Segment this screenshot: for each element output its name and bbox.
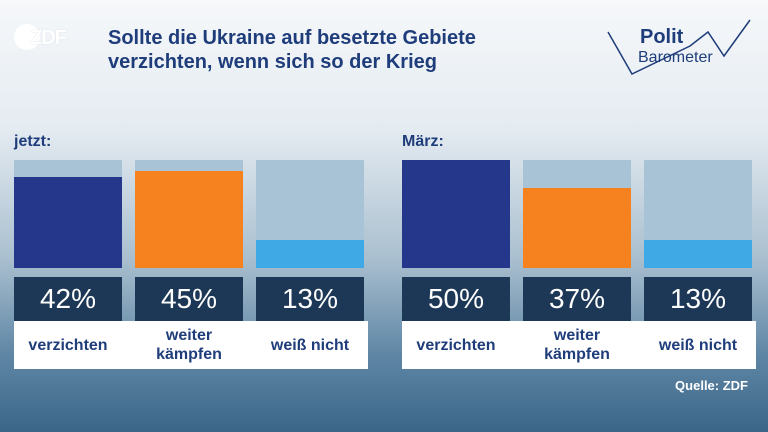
category-label-maerz-weiter-kaempfen: weiter kämpfen [544,327,610,363]
value-label-jetzt-weiter-kaempfen: 45% [135,277,243,321]
bar-jetzt-weiss-nicht [256,240,364,268]
bar-track-jetzt-weiss-nicht [256,160,364,268]
politbarometer-graph-icon [607,19,751,75]
bar-jetzt-verzichten [14,177,122,268]
bar-track-maerz-weiter-kaempfen [523,160,631,268]
politbarometer-logo: Polit Barometer [600,12,760,82]
bar-track-maerz-weiss-nicht [644,160,752,268]
category-label-jetzt-verzichten: verzichten [28,336,108,354]
zdf-logo-text: ZDF [30,27,67,49]
zdf-logo: ZDF [14,24,76,50]
bar-maerz-verzichten [402,160,510,268]
value-label-maerz-weiter-kaempfen: 37% [523,277,631,321]
category-label-jetzt-weiter-kaempfen: weiter kämpfen [156,327,222,363]
chart-title: Sollte die Ukraine auf besetzte Gebiete … [108,27,476,73]
politbarometer-word-barometer: Barometer [638,49,713,66]
category-label-strip-maerz [402,321,756,369]
value-label-jetzt-verzichten: 42% [14,277,122,321]
bar-track-jetzt-verzichten [14,160,122,268]
category-label-strip-jetzt [14,321,368,369]
value-label-maerz-verzichten: 50% [402,277,510,321]
politbarometer-word-polit: Polit [640,26,684,48]
zdf-logo-circle [14,24,40,50]
bar-track-jetzt-weiter-kaempfen [135,160,243,268]
panel-label-jetzt: jetzt: [14,133,52,150]
source-note: Quelle: ZDF [675,378,748,393]
value-label-jetzt-weiss-nicht: 13% [256,277,364,321]
category-label-maerz-verzichten: verzichten [416,336,496,354]
panel-label-maerz: März: [402,133,444,150]
bar-jetzt-weiter-kaempfen [135,171,243,268]
bar-maerz-weiss-nicht [644,240,752,268]
category-label-jetzt-weiss-nicht: weiß nicht [270,336,350,354]
value-label-maerz-weiss-nicht: 13% [644,277,752,321]
category-label-maerz-weiss-nicht: weiß nicht [658,336,738,354]
bar-track-maerz-verzichten [402,160,510,268]
bar-maerz-weiter-kaempfen [523,188,631,268]
